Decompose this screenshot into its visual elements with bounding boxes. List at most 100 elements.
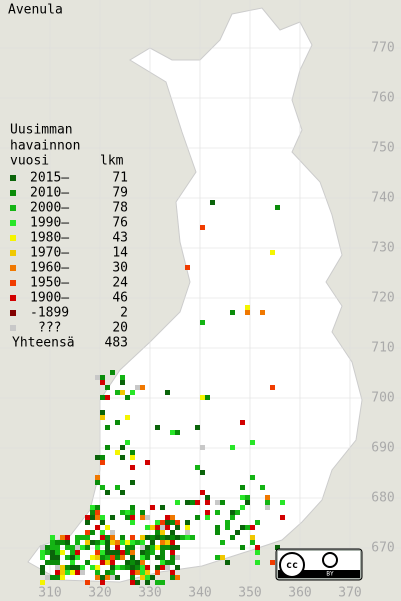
x-grid-label: 340 [188,586,211,601]
occurrence [115,450,120,455]
occurrence [100,515,105,520]
occurrence [265,495,270,500]
occurrence [225,560,230,565]
occurrence [130,480,135,485]
occurrence [95,555,100,560]
occurrence [185,535,190,540]
occurrence [155,580,160,585]
legend-header: lkm [100,154,124,169]
occurrence [160,535,165,540]
occurrence [120,565,125,570]
occurrence [95,480,100,485]
occurrence [80,535,85,540]
occurrence [130,545,135,550]
occurrence [100,560,105,565]
occurrence [125,440,130,445]
occurrence [145,525,150,530]
occurrence [200,445,205,450]
occurrence [145,550,150,555]
occurrence [130,390,135,395]
occurrence [195,465,200,470]
occurrence [75,550,80,555]
occurrence [100,530,105,535]
occurrence [75,535,80,540]
occurrence [115,565,120,570]
occurrence [215,530,220,535]
occurrence [175,520,180,525]
occurrence [70,560,75,565]
occurrence [90,540,95,545]
occurrence [95,375,100,380]
occurrence [160,525,165,530]
legend-label: 1950– [30,276,69,291]
occurrence [65,540,70,545]
y-grid-label: 750 [371,141,394,156]
occurrence [40,570,45,575]
occurrence [90,565,95,570]
occurrence [225,520,230,525]
occurrence [175,555,180,560]
occurrence [110,570,115,575]
occurrence [75,565,80,570]
occurrence [240,525,245,530]
occurrence [55,570,60,575]
occurrence [60,565,65,570]
occurrence [170,550,175,555]
occurrence [60,550,65,555]
legend-count: 30 [112,261,128,276]
occurrence [230,445,235,450]
occurrence [175,565,180,570]
x-grid-label: 330 [138,586,161,601]
occurrence [115,545,120,550]
occurrence [145,535,150,540]
occurrence [170,575,175,580]
occurrence [105,385,110,390]
occurrence [170,540,175,545]
occurrence [215,500,220,505]
occurrence [175,430,180,435]
occurrence [90,505,95,510]
occurrence [120,555,125,560]
occurrence [250,475,255,480]
occurrence [70,545,75,550]
occurrence [85,530,90,535]
occurrence [145,570,150,575]
occurrence [110,515,115,520]
occurrence [125,565,130,570]
occurrence [140,555,145,560]
occurrence [80,565,85,570]
occurrence [125,515,130,520]
occurrence [95,510,100,515]
occurrence [135,385,140,390]
occurrence [155,570,160,575]
occurrence [110,535,115,540]
occurrence [130,515,135,520]
occurrence [105,555,110,560]
y-grid-label: 730 [371,241,394,256]
occurrence [100,485,105,490]
occurrence [90,515,95,520]
legend-count: 71 [112,171,128,186]
occurrence [245,305,250,310]
occurrence [120,535,125,540]
occurrence [95,545,100,550]
occurrence [100,555,105,560]
y-grid-label: 680 [371,491,394,506]
occurrence [200,225,205,230]
occurrence [250,535,255,540]
occurrence [55,555,60,560]
occurrence [50,545,55,550]
occurrence [230,535,235,540]
occurrence [165,540,170,545]
occurrence [120,490,125,495]
occurrence [210,200,215,205]
occurrence [145,575,150,580]
occurrence [75,570,80,575]
legend-label: 1980– [30,231,69,246]
legend-count: 46 [112,291,128,306]
occurrence [180,535,185,540]
occurrence [115,550,120,555]
occurrence [60,575,65,580]
